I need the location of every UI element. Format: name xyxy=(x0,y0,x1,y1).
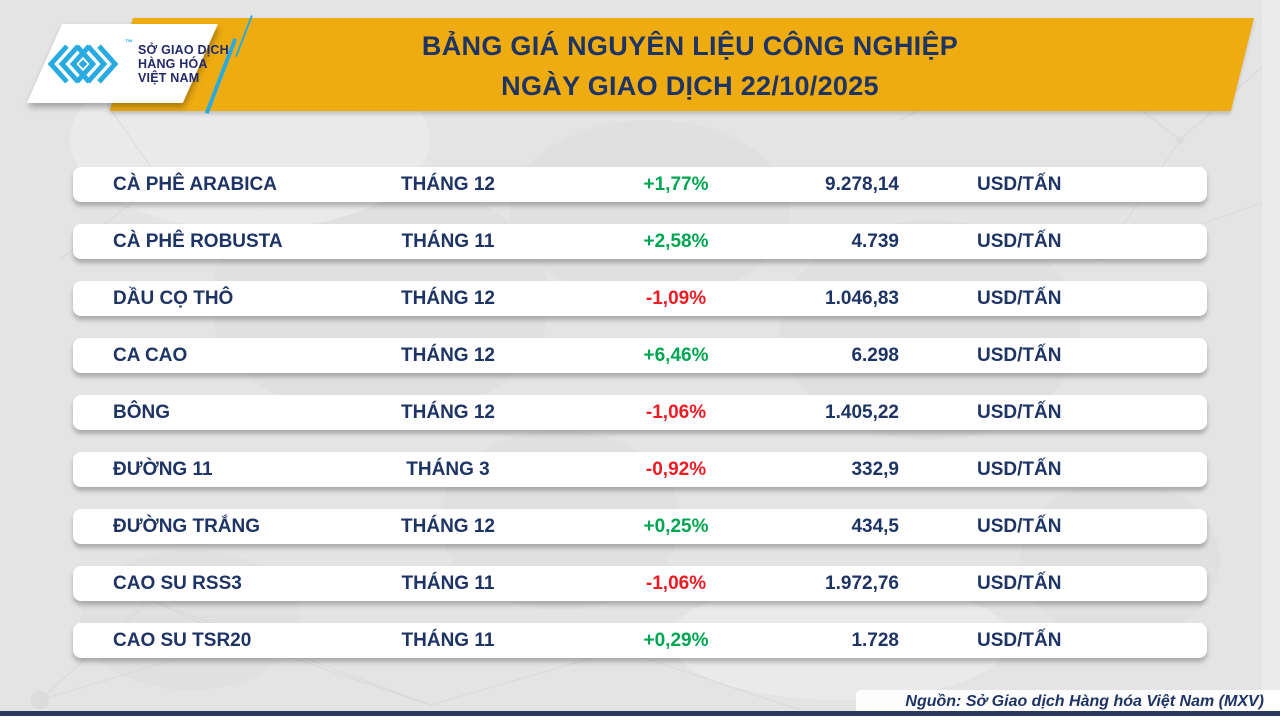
table-row: CÀ PHÊ ROBUSTA THÁNG 11 +2,58% 4.739 USD… xyxy=(73,224,1207,259)
bottom-white-strip xyxy=(0,716,1280,720)
change-percent: +2,58% xyxy=(643,230,709,252)
commodity-name: ĐƯỜNG 11 xyxy=(113,458,213,480)
contract-month: THÁNG 12 xyxy=(401,287,495,309)
price-unit: USD/TẤN xyxy=(977,572,1062,594)
contract-month: THÁNG 12 xyxy=(401,515,495,537)
logo-text-line1: SỞ GIAO DỊCH xyxy=(138,43,229,57)
table-row: CAO SU TSR20 THÁNG 11 +0,29% 1.728 USD/T… xyxy=(73,623,1207,658)
price-value: 1.405,22 xyxy=(825,401,899,423)
table-row: ĐƯỜNG 11 THÁNG 3 -0,92% 332,9 USD/TẤN xyxy=(73,452,1207,487)
price-table: CÀ PHÊ ARABICA THÁNG 12 +1,77% 9.278,14 … xyxy=(73,167,1207,680)
change-percent: +0,29% xyxy=(643,629,709,651)
price-value: 9.278,14 xyxy=(825,173,899,195)
contract-month: THÁNG 12 xyxy=(401,173,495,195)
change-percent: -1,06% xyxy=(645,401,707,423)
mxv-logo: ™ SỞ GIAO DỊCH HÀNG HÓA VIỆT NAM xyxy=(46,33,236,95)
contract-month: THÁNG 12 xyxy=(401,344,495,366)
source-attribution: Nguồn: Sở Giao dịch Hàng hóa Việt Nam (M… xyxy=(905,693,1264,710)
contract-month: THÁNG 11 xyxy=(401,629,495,651)
logo-text-line2: HÀNG HÓA xyxy=(138,57,208,71)
change-percent: -0,92% xyxy=(645,458,707,480)
price-unit: USD/TẤN xyxy=(977,401,1062,423)
table-row: CA CAO THÁNG 12 +6,46% 6.298 USD/TẤN xyxy=(73,338,1207,373)
change-percent: +6,46% xyxy=(643,344,709,366)
mxv-chevrons-icon xyxy=(47,44,119,84)
commodity-name: CA CAO xyxy=(113,344,188,366)
table-row: BÔNG THÁNG 12 -1,06% 1.405,22 USD/TẤN xyxy=(73,395,1207,430)
table-row: CÀ PHÊ ARABICA THÁNG 12 +1,77% 9.278,14 … xyxy=(73,167,1207,202)
table-row: CAO SU RSS3 THÁNG 11 -1,06% 1.972,76 USD… xyxy=(73,566,1207,601)
commodity-name: CAO SU TSR20 xyxy=(113,629,252,651)
price-unit: USD/TẤN xyxy=(977,515,1062,537)
change-percent: +1,77% xyxy=(643,173,709,195)
price-value: 1.972,76 xyxy=(825,572,899,594)
price-value: 332,9 xyxy=(851,458,899,480)
contract-month: THÁNG 12 xyxy=(401,401,495,423)
commodity-name: ĐƯỜNG TRẮNG xyxy=(113,515,261,537)
contract-month: THÁNG 3 xyxy=(406,458,490,480)
change-percent: -1,06% xyxy=(645,572,707,594)
contract-month: THÁNG 11 xyxy=(401,230,495,252)
commodity-name: CAO SU RSS3 xyxy=(113,572,242,594)
price-value: 1.046,83 xyxy=(825,287,899,309)
contract-month: THÁNG 11 xyxy=(401,572,495,594)
change-percent: +0,25% xyxy=(643,515,709,537)
price-unit: USD/TẤN xyxy=(977,287,1062,309)
footer-source-strip: Nguồn: Sở Giao dịch Hàng hóa Việt Nam (M… xyxy=(856,690,1280,714)
bottom-navy-bar xyxy=(0,711,1280,716)
commodity-name: CÀ PHÊ ARABICA xyxy=(113,173,277,195)
price-value: 4.739 xyxy=(851,230,899,252)
price-value: 6.298 xyxy=(851,344,899,366)
price-unit: USD/TẤN xyxy=(977,344,1062,366)
commodity-name: CÀ PHÊ ROBUSTA xyxy=(113,230,283,252)
table-row: ĐƯỜNG TRẮNG THÁNG 12 +0,25% 434,5 USD/TẤ… xyxy=(73,509,1207,544)
change-percent: -1,09% xyxy=(645,287,707,309)
page-title-line1: BẢNG GIÁ NGUYÊN LIỆU CÔNG NGHIỆP xyxy=(421,31,959,61)
price-unit: USD/TẤN xyxy=(977,230,1062,252)
page-title-line2: NGÀY GIAO DỊCH 22/10/2025 xyxy=(501,71,879,101)
logo-text-line3: VIỆT NAM xyxy=(138,71,200,85)
price-unit: USD/TẤN xyxy=(977,458,1062,480)
commodity-name: BÔNG xyxy=(113,401,170,423)
mxv-logo-text: SỞ GIAO DỊCH HÀNG HÓA VIỆT NAM xyxy=(138,43,229,85)
price-value: 1.728 xyxy=(851,629,899,651)
price-unit: USD/TẤN xyxy=(977,629,1062,651)
price-unit: USD/TẤN xyxy=(977,173,1062,195)
trademark-symbol: ™ xyxy=(125,38,133,47)
page-title: BẢNG GIÁ NGUYÊN LIỆU CÔNG NGHIỆP NGÀY GI… xyxy=(290,26,1090,110)
commodity-name: DẦU CỌ THÔ xyxy=(113,287,234,309)
table-row: DẦU CỌ THÔ THÁNG 12 -1,09% 1.046,83 USD/… xyxy=(73,281,1207,316)
price-value: 434,5 xyxy=(851,515,899,537)
